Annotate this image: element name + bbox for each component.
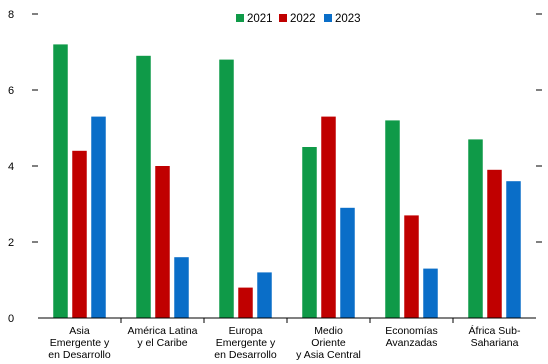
y-tick-label-2: 2 <box>8 237 14 249</box>
right-y-axis <box>536 13 542 243</box>
bar-2022-cat-2 <box>155 166 170 318</box>
category-label-4-line-2: Oriente <box>311 337 346 349</box>
bar-2023-cat-5 <box>423 268 438 318</box>
category-label-3-line-1: Europa <box>229 325 263 337</box>
bars <box>53 44 521 319</box>
category-label-1-line-1: Asia <box>69 325 90 337</box>
bar-2022-cat-4 <box>321 116 336 318</box>
y-tick-label-8: 8 <box>8 9 14 21</box>
bar-2022-cat-5 <box>404 215 419 318</box>
category-label-1-line-3: en Desarrollo <box>48 349 111 361</box>
category-label-2-line-1: América Latina <box>127 325 197 337</box>
legend-label-2022: 2022 <box>290 13 316 25</box>
x-axis-ticks <box>120 318 454 323</box>
bar-2023-cat-6 <box>506 181 521 318</box>
legend: 2021 2022 2023 <box>236 13 361 25</box>
bar-2023-cat-2 <box>174 257 189 318</box>
bar-2023-cat-3 <box>257 272 272 318</box>
bar-2023-cat-1 <box>91 116 106 318</box>
category-label-6-line-2: Sahariana <box>471 337 519 349</box>
bar-2021-cat-2 <box>136 55 151 319</box>
category-label-5-line-1: Economías <box>385 325 438 337</box>
bar-2021-cat-1 <box>53 44 68 319</box>
bar-2021-cat-6 <box>468 139 483 318</box>
category-label-5-line-2: Avanzadas <box>386 337 438 349</box>
bar-2022-cat-1 <box>72 150 87 318</box>
bar-2021-cat-3 <box>219 59 234 318</box>
legend-swatch-2021 <box>236 14 244 22</box>
bar-2022-cat-3 <box>238 287 253 318</box>
category-label-4-line-3: y Asia Central <box>296 349 361 361</box>
legend-label-2023: 2023 <box>335 13 361 25</box>
bar-2022-cat-6 <box>487 169 502 318</box>
category-label-6-line-1: África Sub- <box>469 324 521 337</box>
category-label-3-line-3: en Desarrollo <box>214 349 277 361</box>
category-label-1-line-2: Emergente y <box>50 337 110 349</box>
legend-swatch-2022 <box>279 14 287 22</box>
bar-2021-cat-4 <box>302 147 317 318</box>
bar-2021-cat-5 <box>385 120 400 319</box>
y-tick-label-0: 0 <box>8 313 14 325</box>
left-y-axis: 0 2 4 6 8 <box>8 9 38 325</box>
category-label-3-line-2: Emergente y <box>216 337 276 349</box>
bar-2023-cat-4 <box>340 207 355 318</box>
category-label-2-line-2: y el Caribe <box>137 337 187 349</box>
legend-label-2021: 2021 <box>247 13 273 25</box>
category-label-4-line-1: Medio <box>314 325 343 337</box>
y-tick-label-6: 6 <box>8 85 14 97</box>
y-tick-label-4: 4 <box>8 161 14 173</box>
legend-swatch-2023 <box>324 14 332 22</box>
